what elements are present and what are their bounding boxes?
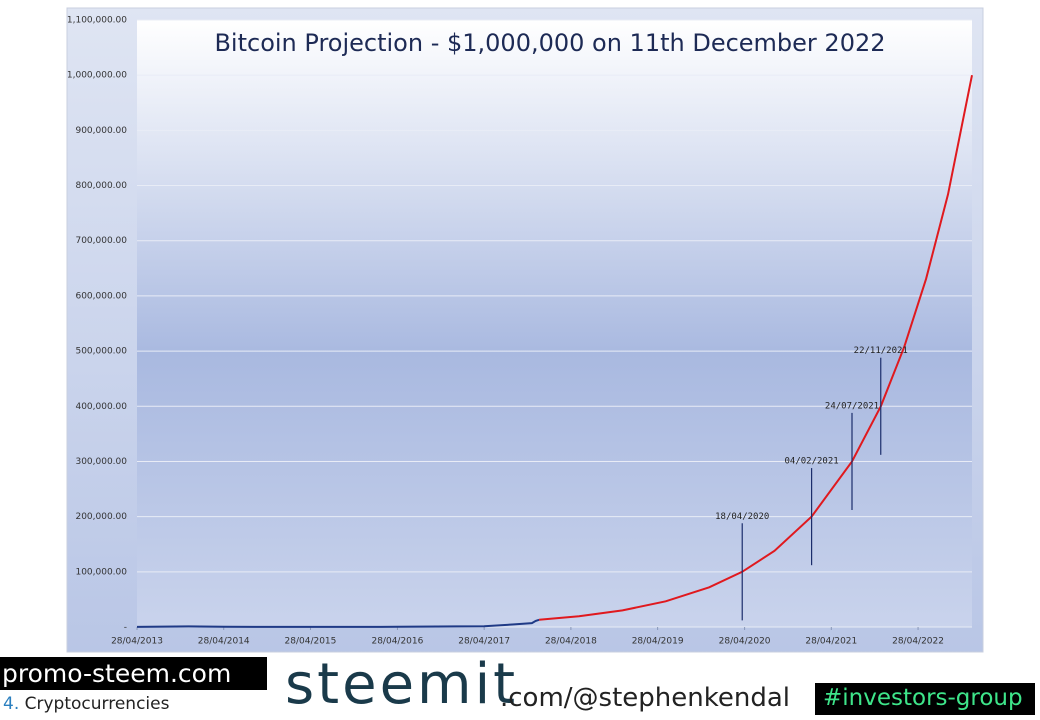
x-tick-label: 28/04/2017	[458, 637, 510, 647]
annotation-label: 24/07/2021	[825, 401, 879, 411]
x-tick-label: 28/04/2022	[892, 637, 944, 647]
handle: .com/@stephenkendal	[500, 683, 791, 713]
y-tick-label: 200,000.00	[75, 512, 127, 522]
y-tick-label: 900,000.00	[75, 126, 127, 136]
x-tick-label: 28/04/2021	[805, 637, 857, 647]
chart: Bitcoin Projection - $1,000,000 on 11th …	[66, 7, 984, 653]
category-line: 4. Cryptocurrencies	[3, 694, 169, 714]
y-tick-label: 400,000.00	[75, 402, 127, 412]
y-tick-label: 600,000.00	[75, 291, 127, 301]
x-tick-label: 28/04/2018	[545, 637, 597, 647]
chart-title: Bitcoin Projection - $1,000,000 on 11th …	[214, 29, 885, 57]
series-line	[136, 618, 540, 628]
category: Cryptocurrencies	[24, 694, 170, 714]
x-tick-label: 28/04/2015	[285, 637, 337, 647]
x-tick-label: 28/04/2013	[111, 637, 163, 647]
y-tick-label: 800,000.00	[75, 181, 127, 191]
y-tick-label: -	[124, 623, 127, 633]
x-tick-label: 28/04/2014	[198, 637, 250, 647]
x-tick-label: 28/04/2019	[632, 637, 684, 647]
tag-badge: #investors-group	[815, 683, 1035, 715]
y-tick-label: 100,000.00	[75, 567, 127, 577]
category-number: 4.	[3, 694, 20, 714]
y-tick-label: 700,000.00	[75, 236, 127, 246]
y-tick-label: 1,000,000.00	[67, 71, 127, 81]
y-tick-label: 500,000.00	[75, 347, 127, 357]
plot-area	[137, 20, 972, 627]
y-tick-label: 300,000.00	[75, 457, 127, 467]
series-line	[539, 75, 973, 621]
annotation-label: 18/04/2020	[715, 512, 769, 522]
x-tick-label: 28/04/2020	[719, 637, 771, 647]
site-badge: promo-steem.com	[0, 657, 267, 690]
brand: steemit	[285, 652, 519, 717]
x-tick-label: 28/04/2016	[371, 637, 423, 647]
y-tick-label: 1,100,000.00	[67, 16, 127, 26]
annotation-label: 22/11/2021	[854, 346, 908, 356]
annotation-label: 04/02/2021	[785, 457, 839, 467]
